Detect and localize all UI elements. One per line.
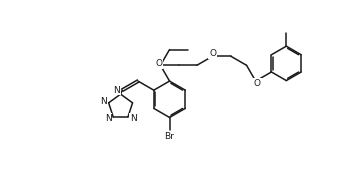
Text: O: O — [155, 60, 162, 68]
Text: N: N — [129, 114, 136, 123]
Text: Br: Br — [165, 132, 174, 141]
Text: O: O — [209, 49, 216, 58]
Text: N: N — [113, 86, 120, 95]
Text: O: O — [254, 79, 261, 88]
Text: N: N — [105, 114, 112, 123]
Text: N: N — [100, 97, 107, 106]
